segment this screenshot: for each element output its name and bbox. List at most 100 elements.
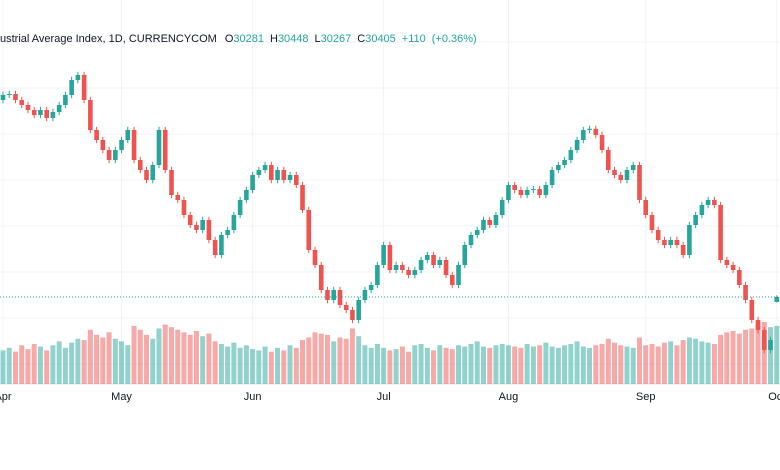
volume-bar xyxy=(674,345,680,384)
volume-bar xyxy=(56,341,62,384)
volume-bar xyxy=(19,345,25,384)
candle-body xyxy=(481,220,486,230)
volume-bar xyxy=(774,325,780,384)
candle-body xyxy=(181,200,187,215)
volume-bar xyxy=(318,333,324,384)
candle-body xyxy=(649,215,655,230)
candle-body xyxy=(0,95,6,100)
volume-bar xyxy=(281,350,287,384)
volume-bar xyxy=(624,346,630,384)
candle-body xyxy=(113,150,118,160)
candle-body xyxy=(194,225,199,230)
volume-bar xyxy=(505,345,511,384)
volume-bar xyxy=(119,341,125,384)
candle-body xyxy=(100,140,106,150)
candle-body xyxy=(187,215,193,225)
candle-body xyxy=(630,165,636,170)
volume-bar xyxy=(474,341,480,384)
candle-body xyxy=(437,260,443,265)
candle-body xyxy=(449,275,455,285)
volume-bar xyxy=(580,346,586,384)
candle-body xyxy=(131,130,137,160)
volume-bar xyxy=(574,341,580,384)
candle-body xyxy=(668,240,673,245)
candle-body xyxy=(562,160,567,165)
volume-bar xyxy=(693,338,699,384)
volume-bar xyxy=(406,351,412,384)
ohlc-key: H xyxy=(269,33,278,45)
candle-body xyxy=(662,240,667,245)
volume-bar xyxy=(6,347,12,384)
candle-body xyxy=(556,165,561,170)
volume-bar xyxy=(518,347,524,384)
volume-bar xyxy=(268,351,274,384)
volume-bar xyxy=(437,345,443,384)
candle-body xyxy=(25,105,31,110)
volume-bar xyxy=(630,347,636,384)
x-tick-label: Apr xyxy=(0,391,12,403)
candle-body xyxy=(593,128,599,135)
volume-bar xyxy=(343,338,349,384)
candle-body xyxy=(88,100,93,130)
volume-bar xyxy=(324,334,330,384)
volume-bar xyxy=(306,337,312,384)
volume-bar xyxy=(356,336,362,384)
candle-body xyxy=(493,215,499,225)
candle-body xyxy=(587,128,592,130)
volume-bar xyxy=(387,350,393,384)
volume-bar xyxy=(150,338,156,384)
volume-bar xyxy=(374,343,380,384)
volume-bar xyxy=(144,334,150,384)
candle-body xyxy=(231,215,237,230)
candle-body xyxy=(244,190,249,200)
candle-body xyxy=(275,170,280,180)
candle-body xyxy=(75,75,81,80)
candle-body xyxy=(368,285,374,290)
candle-body xyxy=(581,130,586,140)
volume-bar xyxy=(293,347,299,384)
candle-body xyxy=(381,245,386,265)
volume-bar xyxy=(499,343,505,384)
volume-bar xyxy=(512,346,518,384)
candle-body xyxy=(699,205,705,215)
volume-bar xyxy=(25,349,31,384)
volume-bar xyxy=(162,324,168,384)
candle-body xyxy=(119,140,124,150)
volume-bar xyxy=(524,343,530,384)
candle-body xyxy=(624,170,630,180)
x-tick-label: Jul xyxy=(377,391,391,403)
volume-bar xyxy=(655,346,661,384)
volume-bar xyxy=(225,346,231,384)
candle-body xyxy=(281,170,287,180)
candle-body xyxy=(306,210,312,250)
candle-body xyxy=(325,290,330,300)
candle-body xyxy=(749,300,755,320)
candle-body xyxy=(356,300,361,320)
volume-bar xyxy=(568,343,574,384)
candle-body xyxy=(425,255,430,260)
volume-bar xyxy=(468,343,474,384)
candle-body xyxy=(549,170,555,185)
candle-body xyxy=(269,165,274,180)
candle-body xyxy=(574,140,580,150)
volume-bar xyxy=(337,337,343,384)
candle-body xyxy=(50,112,56,118)
candle-body xyxy=(63,95,68,105)
candle-body xyxy=(200,220,205,230)
volume-bar xyxy=(237,347,243,384)
volume-bar xyxy=(431,350,437,384)
candle-body xyxy=(612,170,617,175)
candle-body xyxy=(169,170,174,195)
volume-bar xyxy=(206,333,212,384)
volume-bar xyxy=(112,338,118,384)
candle-body xyxy=(512,185,517,190)
volume-bar xyxy=(193,331,199,384)
volume-bar xyxy=(768,327,774,384)
volume-bar xyxy=(487,347,493,384)
candle-body xyxy=(250,175,255,190)
volume-bar xyxy=(0,350,6,384)
volume-bar xyxy=(680,340,686,384)
volume-bar xyxy=(37,346,43,384)
volume-bar xyxy=(300,340,306,384)
volume-bar xyxy=(724,332,730,384)
